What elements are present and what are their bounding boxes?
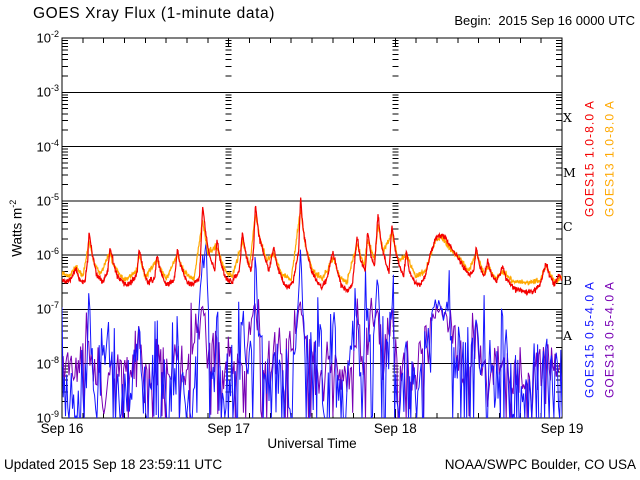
y-tick-label: 10-9	[36, 409, 59, 426]
flare-class-X: X	[563, 110, 572, 126]
legend-label: GOES15 0.5-4.0 A	[582, 281, 597, 398]
x-tick-label: Sep 16	[40, 421, 84, 436]
y-tick-label: 10-5	[36, 191, 59, 209]
flare-class-M: M	[563, 164, 576, 180]
updated-timestamp: Updated 2015 Sep 18 23:59:11 UTC	[4, 457, 223, 472]
x-tick-label: Sep 18	[373, 421, 417, 436]
flare-class-B: B	[563, 273, 573, 289]
y-tick-label: 10-4	[36, 137, 59, 154]
goes15-short-curve	[62, 241, 562, 418]
flare-class-A: A	[563, 327, 573, 343]
y-tick-label: 10-6	[36, 246, 59, 263]
goes15-long-curve	[62, 197, 562, 297]
plot-frame	[61, 37, 563, 419]
x-axis-title: Universal Time	[267, 436, 357, 451]
grid-and-ticks	[62, 38, 562, 418]
legend-label: GOES13 1.0-8.0 A	[602, 100, 617, 217]
legend-label: GOES15 1.0-8.0 A	[582, 100, 597, 217]
credit-text: NOAA/SWPC Boulder, CO USA	[444, 457, 636, 472]
legend-label: GOES13 0.5-4.0 A	[602, 281, 617, 398]
y-tick-label: 10-8	[36, 354, 59, 372]
page-title: GOES Xray Flux (1-minute data)	[33, 5, 275, 22]
y-tick-label: 10-3	[36, 83, 59, 100]
begin-timestamp: Begin: 2015 Sep 16 0000 UTC	[454, 13, 635, 28]
y-tick-label: 10-2	[36, 29, 59, 46]
flare-class-C: C	[563, 219, 573, 234]
x-tick-label: Sep 19	[540, 421, 584, 436]
y-tick-label: 10-7	[36, 300, 59, 317]
x-tick-label: Sep 17	[207, 421, 251, 436]
